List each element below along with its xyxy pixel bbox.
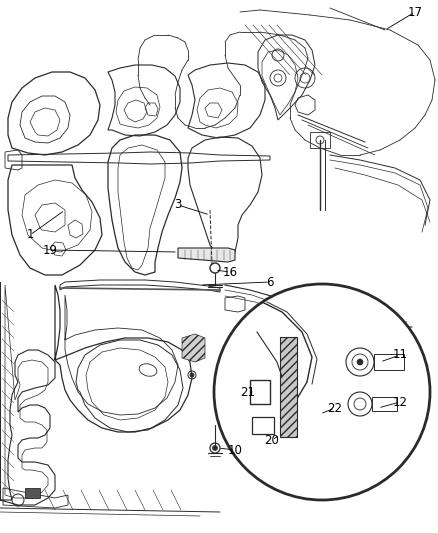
Circle shape (214, 284, 430, 500)
Polygon shape (250, 380, 270, 404)
Text: 21: 21 (240, 385, 255, 399)
Polygon shape (178, 248, 235, 262)
Circle shape (357, 359, 363, 365)
Polygon shape (372, 397, 397, 411)
Polygon shape (374, 354, 404, 370)
Circle shape (190, 373, 194, 377)
Text: 10: 10 (228, 443, 243, 456)
Polygon shape (280, 337, 297, 437)
Text: 19: 19 (42, 244, 57, 256)
Circle shape (346, 348, 374, 376)
Polygon shape (252, 417, 274, 434)
Circle shape (348, 392, 372, 416)
Text: 12: 12 (392, 395, 407, 408)
Text: 1: 1 (26, 229, 34, 241)
Polygon shape (182, 334, 205, 362)
Text: 17: 17 (407, 5, 423, 19)
Polygon shape (25, 488, 40, 498)
Circle shape (190, 353, 194, 357)
Text: 22: 22 (328, 401, 343, 415)
Circle shape (212, 446, 218, 450)
Text: 3: 3 (174, 198, 182, 212)
Text: 6: 6 (266, 276, 274, 288)
Text: 11: 11 (392, 349, 407, 361)
Text: 16: 16 (223, 265, 237, 279)
Text: 20: 20 (265, 433, 279, 447)
